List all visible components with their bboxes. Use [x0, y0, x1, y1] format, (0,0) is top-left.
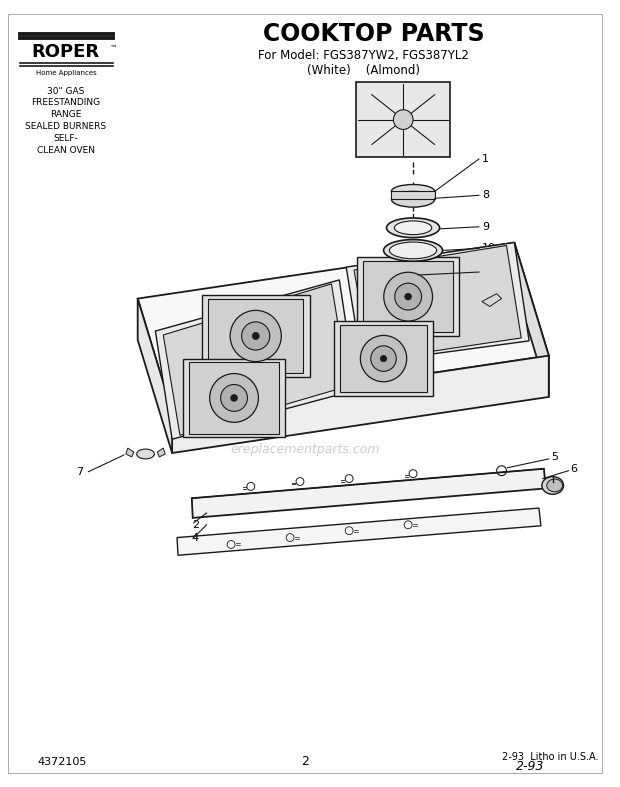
- Text: ™: ™: [110, 44, 118, 54]
- Polygon shape: [183, 359, 285, 438]
- Ellipse shape: [391, 184, 435, 198]
- Text: Home Appliances: Home Appliances: [35, 70, 96, 76]
- Polygon shape: [138, 298, 172, 453]
- Circle shape: [371, 345, 396, 371]
- Text: 4: 4: [192, 533, 199, 542]
- Polygon shape: [356, 82, 450, 157]
- Polygon shape: [177, 508, 541, 556]
- Text: RANGE: RANGE: [50, 110, 82, 119]
- Polygon shape: [163, 284, 348, 435]
- Circle shape: [221, 385, 247, 412]
- Circle shape: [384, 272, 433, 321]
- Circle shape: [380, 356, 387, 362]
- Ellipse shape: [136, 449, 154, 459]
- Polygon shape: [340, 325, 427, 393]
- Polygon shape: [208, 298, 303, 373]
- Text: 9: 9: [482, 222, 489, 232]
- Polygon shape: [482, 294, 502, 306]
- Polygon shape: [334, 321, 433, 396]
- Circle shape: [360, 335, 407, 382]
- Polygon shape: [126, 448, 134, 457]
- Circle shape: [405, 294, 412, 300]
- Circle shape: [210, 374, 259, 423]
- Polygon shape: [138, 242, 549, 412]
- Text: 7: 7: [76, 467, 83, 477]
- Circle shape: [252, 332, 259, 339]
- Text: 8: 8: [482, 190, 489, 201]
- Polygon shape: [172, 356, 549, 453]
- Circle shape: [230, 310, 281, 361]
- Text: 30" GAS: 30" GAS: [47, 87, 84, 95]
- Text: CLEAN OVEN: CLEAN OVEN: [37, 146, 95, 154]
- Text: COOKTOP PARTS: COOKTOP PARTS: [263, 22, 485, 46]
- Polygon shape: [354, 246, 521, 360]
- Ellipse shape: [386, 218, 440, 238]
- Text: (White)    (Almond): (White) (Almond): [308, 64, 420, 77]
- Ellipse shape: [394, 221, 432, 235]
- Text: ROPER: ROPER: [32, 42, 100, 61]
- Circle shape: [395, 283, 422, 310]
- Text: 3: 3: [482, 267, 489, 277]
- Polygon shape: [346, 242, 529, 364]
- Circle shape: [242, 322, 270, 350]
- Text: For Model: FGS387YW2, FGS387YL2: For Model: FGS387YW2, FGS387YL2: [259, 49, 469, 62]
- Polygon shape: [515, 242, 549, 397]
- Circle shape: [231, 394, 237, 401]
- Text: 2: 2: [301, 756, 309, 768]
- Text: SELF-: SELF-: [53, 134, 78, 142]
- Circle shape: [393, 109, 413, 129]
- Ellipse shape: [547, 479, 562, 492]
- Text: 2-93: 2-93: [516, 760, 545, 773]
- Polygon shape: [202, 294, 310, 377]
- Text: SEALED BURNERS: SEALED BURNERS: [25, 122, 107, 131]
- Polygon shape: [156, 280, 356, 439]
- Text: 4372105: 4372105: [37, 757, 87, 767]
- Text: 10: 10: [482, 243, 496, 253]
- Polygon shape: [391, 191, 435, 199]
- Ellipse shape: [542, 477, 564, 494]
- Ellipse shape: [391, 191, 435, 207]
- Text: FREESTANDING: FREESTANDING: [32, 98, 100, 107]
- Polygon shape: [363, 261, 453, 332]
- Text: 1: 1: [482, 154, 489, 164]
- Polygon shape: [192, 469, 546, 518]
- Text: 2-93  Litho in U.S.A.: 2-93 Litho in U.S.A.: [502, 752, 598, 762]
- Ellipse shape: [389, 242, 436, 259]
- Text: 5: 5: [551, 452, 558, 462]
- Text: 6: 6: [570, 464, 577, 474]
- Ellipse shape: [384, 239, 443, 261]
- Polygon shape: [157, 448, 165, 457]
- Polygon shape: [357, 257, 459, 336]
- Text: 2: 2: [192, 519, 199, 530]
- Text: ereplacementparts.com: ereplacementparts.com: [230, 442, 379, 456]
- Polygon shape: [189, 362, 279, 434]
